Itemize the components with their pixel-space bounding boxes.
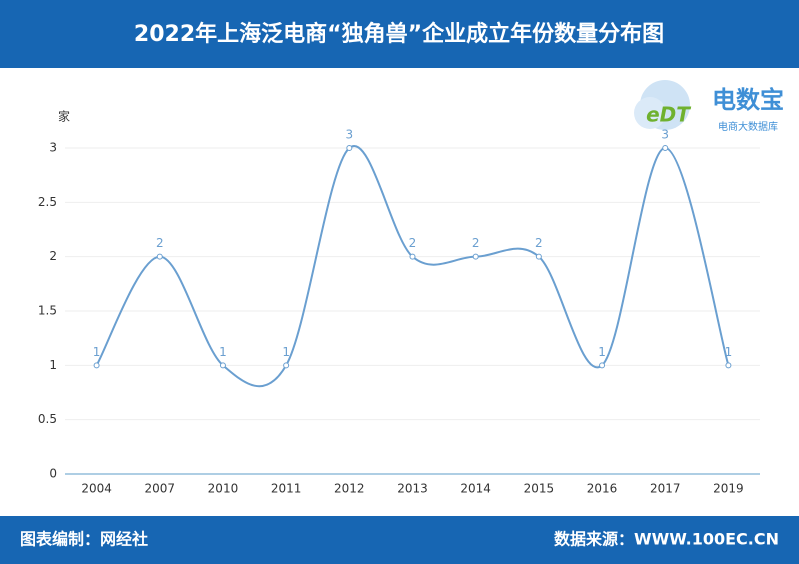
- footer-bar: [0, 516, 799, 564]
- x-tick-label: 2004: [81, 482, 112, 496]
- x-tick-label: 2014: [460, 482, 491, 496]
- x-tick-label: 2012: [334, 482, 365, 496]
- y-tick-label: 1: [49, 358, 57, 372]
- data-label: 1: [93, 345, 101, 359]
- logo-name: 电数宝: [712, 86, 784, 114]
- x-tick-label: 2010: [208, 482, 239, 496]
- data-label: 2: [156, 236, 164, 250]
- x-tick-label: 2017: [650, 482, 681, 496]
- footer-credit: 图表编制：网经社: [20, 530, 148, 549]
- y-tick-label: 1.5: [38, 304, 57, 318]
- point: [156, 253, 163, 260]
- logo: eDT 电数宝 电商大数据库: [634, 80, 784, 133]
- point: [472, 253, 479, 260]
- data-label: 3: [345, 128, 353, 142]
- point: [283, 362, 290, 369]
- chart-title: 2022年上海泛电商“独角兽”企业成立年份数量分布图: [134, 21, 664, 47]
- data-label: 3: [661, 128, 669, 142]
- y-tick-label: 0: [49, 467, 57, 481]
- y-axis-label: 家: [58, 109, 70, 124]
- y-tick-label: 3: [49, 141, 57, 155]
- data-label: 1: [282, 345, 290, 359]
- data-label: 2: [409, 236, 417, 250]
- logo-cloud: [634, 97, 666, 129]
- logo-mark: eDT: [646, 103, 691, 127]
- data-label: 1: [219, 345, 227, 359]
- point: [725, 362, 732, 369]
- point: [599, 362, 606, 369]
- y-tick-label: 0.5: [38, 412, 57, 426]
- point: [93, 362, 100, 369]
- x-tick-label: 2016: [587, 482, 618, 496]
- point: [535, 253, 542, 260]
- point: [219, 362, 226, 369]
- data-label: 2: [472, 236, 480, 250]
- y-tick-label: 2: [49, 249, 57, 263]
- point: [409, 253, 416, 260]
- x-tick-label: 2019: [713, 482, 744, 496]
- data-label: 1: [725, 345, 733, 359]
- header-bar: [0, 0, 799, 68]
- y-tick-label: 2.5: [38, 195, 57, 209]
- x-tick-label: 2013: [397, 482, 428, 496]
- point: [662, 145, 669, 151]
- x-tick-label: 2007: [144, 482, 175, 496]
- footer-source: 数据来源：WWW.100EC.CN: [554, 530, 779, 549]
- data-label: 1: [598, 345, 606, 359]
- x-tick-label: 2011: [271, 482, 302, 496]
- data-label: 2: [535, 236, 543, 250]
- point: [346, 145, 353, 151]
- x-tick-label: 2015: [524, 482, 555, 496]
- logo-tagline: 电商大数据库: [718, 120, 778, 133]
